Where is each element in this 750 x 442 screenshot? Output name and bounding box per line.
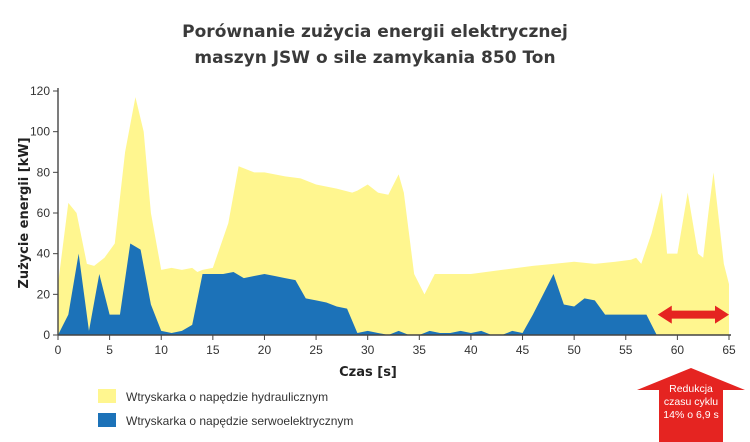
series-area-hydraulic	[58, 97, 729, 335]
series-area-servo	[58, 243, 657, 335]
x-tick-label: 55	[619, 343, 633, 357]
annotation-text-line: Redukcja	[669, 383, 713, 395]
annotation-text-line: czasu cyklu	[664, 396, 718, 408]
x-tick-label: 0	[55, 343, 62, 357]
x-axis-label: Czas [s]	[339, 365, 397, 380]
tick-layer: 0 20 40 60 80 100 120 0 5 10 15 20 25 30 35 40 45 50 55 60 6…	[30, 84, 736, 357]
legend-swatch-hydraulic	[98, 389, 116, 403]
x-tick-label: 10	[155, 343, 169, 357]
legend-label-servo: Wtryskarka o napędzie serwoelektrycznym	[126, 414, 353, 428]
x-tick-label: 30	[361, 343, 375, 357]
x-tick-label: 60	[671, 343, 685, 357]
annotation-text-line: 14% o 6,9 s	[663, 409, 718, 421]
legend-label-hydraulic: Wtryskarka o napędzie hydraulicznym	[126, 390, 328, 404]
x-tick-label: 40	[464, 343, 478, 357]
y-tick-label: 80	[37, 165, 51, 179]
y-tick-label: 100	[30, 125, 50, 139]
double-arrow-icon	[657, 305, 729, 324]
y-tick-label: 120	[30, 84, 50, 98]
y-tick-label: 60	[37, 206, 51, 220]
x-tick-label: 45	[516, 343, 530, 357]
x-tick-label: 35	[413, 343, 427, 357]
x-tick-label: 20	[258, 343, 272, 357]
y-tick-label: 0	[43, 328, 50, 342]
legend: Wtryskarka o napędzie hydraulicznym Wtry…	[98, 389, 353, 428]
y-axis-label: Zużycie energii [kW]	[17, 137, 32, 288]
x-tick-label: 25	[309, 343, 323, 357]
series-layer	[58, 97, 729, 335]
x-tick-label: 15	[206, 343, 220, 357]
x-tick-label: 5	[106, 343, 113, 357]
y-tick-label: 20	[37, 287, 51, 301]
up-arrow-icon	[637, 368, 745, 442]
x-tick-label: 65	[722, 343, 736, 357]
x-tick-label: 50	[567, 343, 581, 357]
y-tick-label: 40	[37, 247, 51, 261]
chart-title-line-2: maszyn JSW o sile zamykania 850 Ton	[194, 48, 555, 68]
chart-title-line-1: Porównanie zużycia energii elektrycznej	[182, 22, 568, 42]
legend-swatch-servo	[98, 413, 116, 427]
